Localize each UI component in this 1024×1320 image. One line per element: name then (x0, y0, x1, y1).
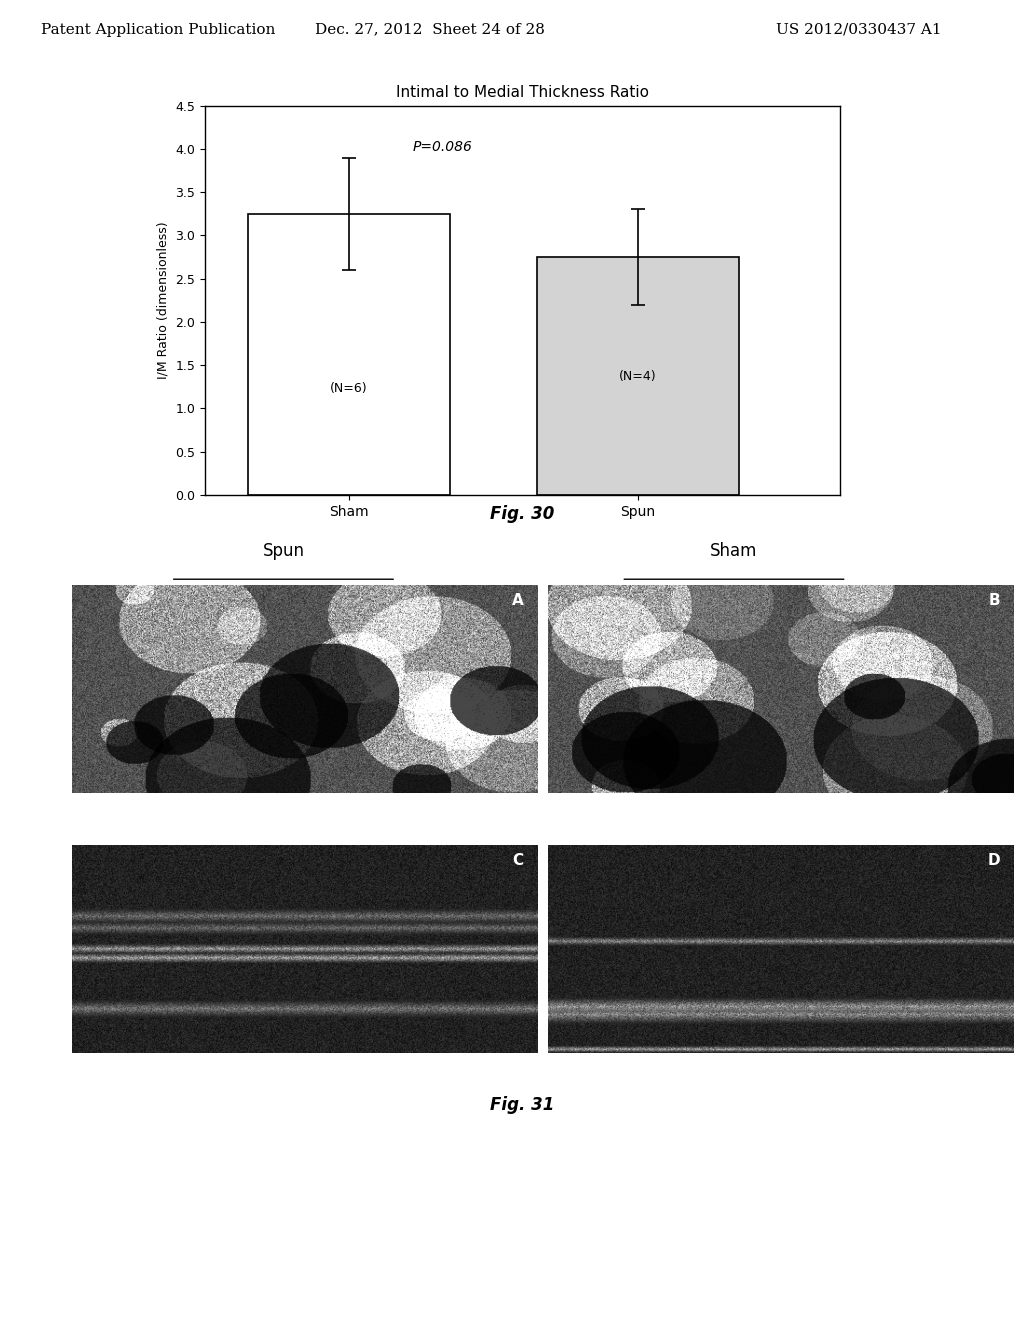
Text: CDI    SEI   3.0kV   x30   100um  WD6.0mm: CDI SEI 3.0kV x30 100um WD6.0mm (86, 801, 260, 808)
Text: CDI    SEI   0.0kV   x20   100um  WD6.1mm: CDI SEI 0.0kV x20 100um WD6.1mm (86, 1061, 260, 1068)
Text: B: B (988, 593, 999, 609)
Text: Spun: Spun (262, 543, 304, 560)
Text: (N=4): (N=4) (618, 370, 656, 383)
Text: CTI    SFI   0.0kV   x20   100um  WD5.0mm: CTI SFI 0.0kV x20 100um WD5.0mm (562, 1061, 736, 1068)
Text: P=0.086: P=0.086 (413, 140, 472, 154)
Text: A: A (512, 593, 523, 609)
Text: Fig. 30: Fig. 30 (490, 506, 554, 523)
Text: US 2012/0330437 A1: US 2012/0330437 A1 (776, 22, 942, 37)
Title: Intimal to Medial Thickness Ratio: Intimal to Medial Thickness Ratio (395, 86, 649, 100)
Bar (248, 214, 451, 495)
Text: Sham: Sham (711, 543, 758, 560)
Text: (N=6): (N=6) (331, 381, 368, 395)
Y-axis label: I/M Ratio (dimensionless): I/M Ratio (dimensionless) (157, 222, 170, 379)
Text: D: D (987, 853, 999, 869)
Bar (537, 257, 738, 495)
Text: C: C (512, 853, 523, 869)
Text: Dec. 27, 2012  Sheet 24 of 28: Dec. 27, 2012 Sheet 24 of 28 (315, 22, 545, 37)
Text: CDI    SEI   3.0kV   x30   100um  WD7.4mm: CDI SEI 3.0kV x30 100um WD7.4mm (562, 801, 736, 808)
Text: Patent Application Publication: Patent Application Publication (41, 22, 275, 37)
Text: Fig. 31: Fig. 31 (490, 1096, 554, 1114)
